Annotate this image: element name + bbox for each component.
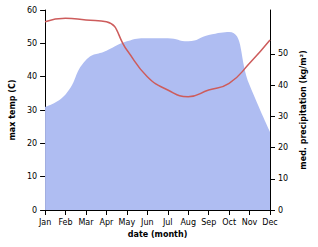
svg-text:Nov: Nov <box>242 218 258 227</box>
svg-text:Sep: Sep <box>201 218 216 227</box>
svg-text:40: 40 <box>27 72 37 81</box>
svg-text:max temp (C): max temp (C) <box>8 80 17 141</box>
svg-text:30: 30 <box>27 106 37 115</box>
svg-text:date (month): date (month) <box>128 230 188 239</box>
svg-text:Dec: Dec <box>262 218 277 227</box>
svg-text:Jun: Jun <box>140 218 154 227</box>
svg-text:20: 20 <box>27 139 37 148</box>
svg-text:May: May <box>119 218 136 227</box>
svg-text:50: 50 <box>27 39 37 48</box>
svg-text:60: 60 <box>27 6 37 15</box>
svg-text:30: 30 <box>278 112 288 121</box>
svg-text:50: 50 <box>278 49 288 58</box>
svg-text:Oct: Oct <box>222 218 236 227</box>
svg-text:10: 10 <box>278 174 288 183</box>
svg-text:Apr: Apr <box>99 218 114 227</box>
svg-text:40: 40 <box>278 81 288 90</box>
svg-text:Jan: Jan <box>38 218 51 227</box>
svg-text:Feb: Feb <box>58 218 72 227</box>
svg-text:Jul: Jul <box>162 218 173 227</box>
svg-text:20: 20 <box>278 143 288 152</box>
svg-text:Mar: Mar <box>78 218 94 227</box>
svg-text:Aug: Aug <box>180 218 196 227</box>
svg-text:med. precipitation (kg/m²): med. precipitation (kg/m²) <box>299 50 308 169</box>
svg-text:0: 0 <box>32 206 37 215</box>
svg-text:10: 10 <box>27 172 37 181</box>
svg-text:0: 0 <box>278 206 283 215</box>
